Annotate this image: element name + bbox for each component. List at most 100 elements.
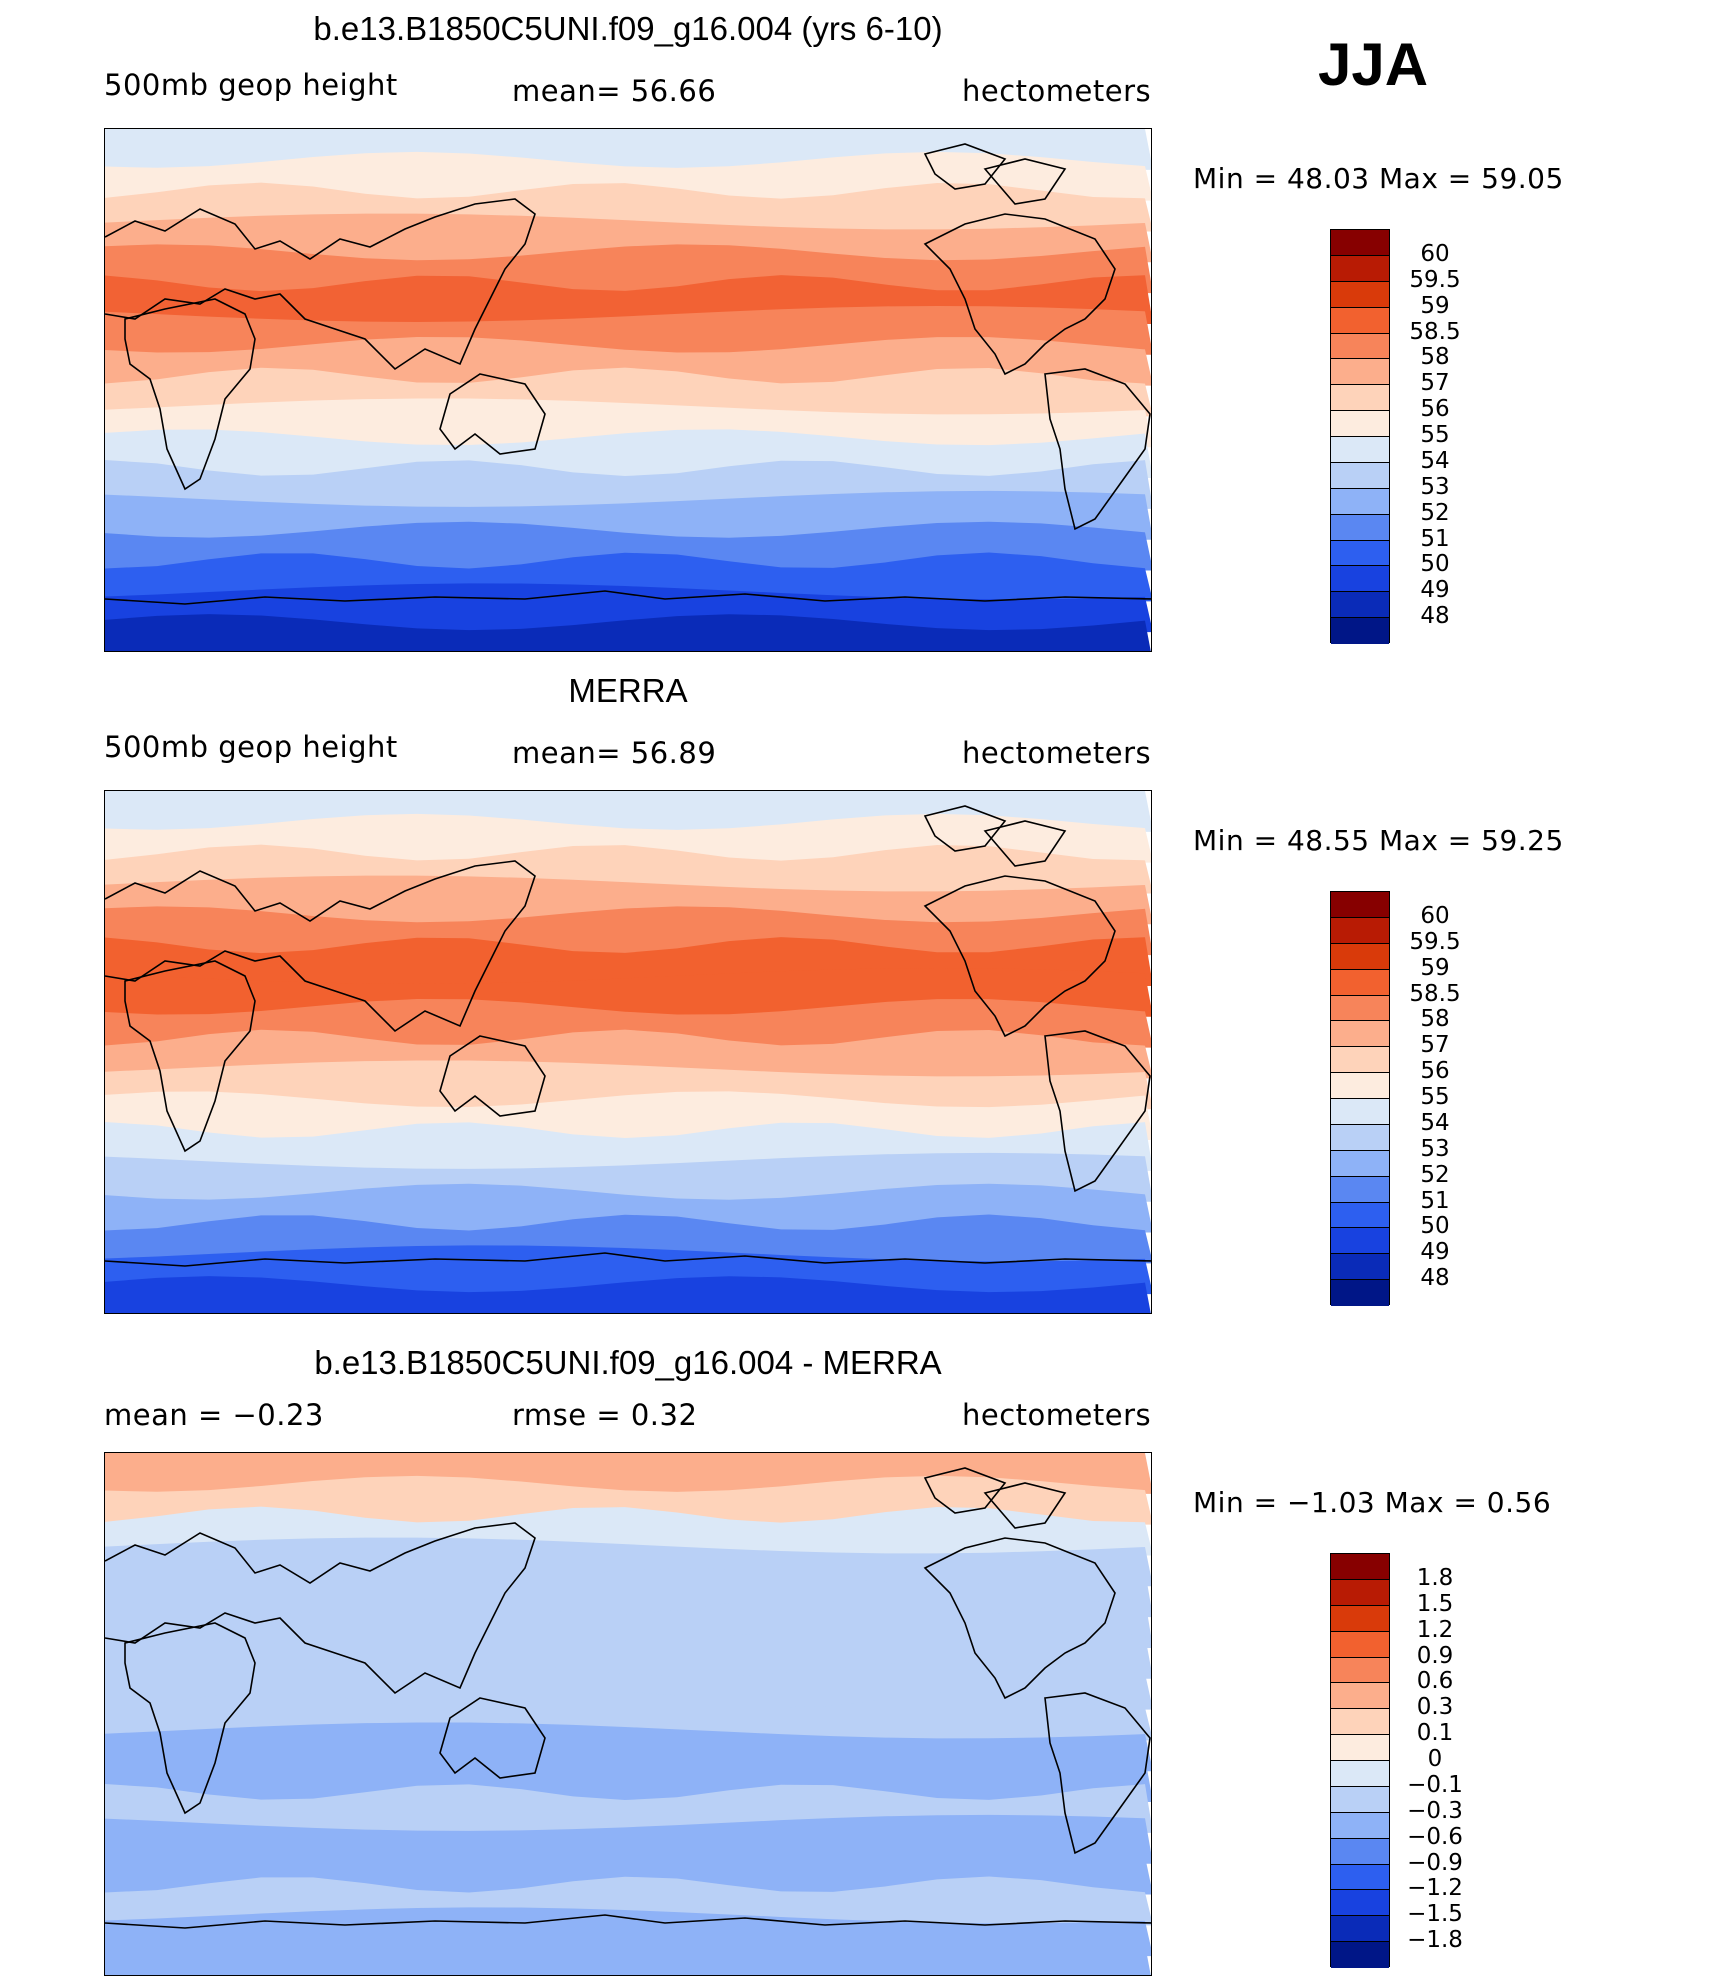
colorbar-tick-label: 56 <box>1420 1058 1450 1085</box>
colorbar-tick-label: 59.5 <box>1409 266 1461 293</box>
contour-band <box>105 337 1151 386</box>
colorbar-tick-label: 0 <box>1427 1746 1443 1772</box>
colorbar-tick-label: 55 <box>1420 1084 1450 1110</box>
colorbar-segment <box>1331 995 1389 1022</box>
colorbar-segment <box>1331 1254 1389 1281</box>
panel-2-variable-label: 500mb geop height <box>104 730 398 764</box>
colorbar-tick-label: −0.3 <box>1407 1797 1463 1824</box>
coastline <box>105 1914 1151 1929</box>
contour-band <box>105 1245 1151 1295</box>
contour-band <box>105 244 1151 294</box>
coastline <box>983 1482 1067 1529</box>
contour-band <box>105 1907 1151 1957</box>
coastline <box>923 875 1116 1038</box>
colorbar-segment <box>1331 1150 1389 1177</box>
colorbar-segment <box>1331 1657 1389 1684</box>
colorbar-tick-label: 53 <box>1420 473 1450 500</box>
coastline <box>105 1522 536 1695</box>
panel-2-map-svg <box>105 791 1151 1313</box>
contour-band <box>105 583 1151 633</box>
colorbar-segment <box>1331 1735 1389 1761</box>
panel-1-units-label: hectometers <box>962 74 1152 108</box>
colorbar-tick-label: 52 <box>1420 1161 1450 1188</box>
panel-1-colorbar <box>1330 229 1390 644</box>
colorbar-tick-label: 1.8 <box>1416 1564 1454 1591</box>
colorbar-segment <box>1331 1786 1389 1813</box>
colorbar-segment <box>1331 514 1389 541</box>
panel-1-map-svg <box>105 129 1151 651</box>
colorbar-segment <box>1331 1709 1389 1736</box>
colorbar-segment <box>1331 1761 1389 1787</box>
colorbar-tick-label: 57 <box>1420 370 1450 397</box>
colorbar-segment <box>1331 969 1389 996</box>
colorbar-tick-label: 58 <box>1420 344 1450 371</box>
coastline <box>124 1622 256 1815</box>
panel-3-map <box>104 1452 1152 1976</box>
panel-1-title: b.e13.B1850C5UNI.f09_g16.004 (yrs 6-10) <box>313 10 943 47</box>
panel-3-units-label: hectometers <box>962 1398 1152 1432</box>
colorbar-segment <box>1331 1176 1389 1203</box>
colorbar-segment <box>1331 1631 1389 1658</box>
panel-2-map <box>104 790 1152 1314</box>
colorbar-segment <box>1331 892 1389 918</box>
colorbar-tick-label: 0.9 <box>1416 1642 1454 1669</box>
colorbar-tick-label: 49 <box>1420 1239 1450 1266</box>
panel-2-title: MERRA <box>568 672 688 709</box>
coastline <box>983 820 1067 867</box>
coastline <box>1044 1030 1151 1193</box>
colorbar-segment <box>1331 411 1389 437</box>
colorbar-tick-label: 58.5 <box>1409 980 1461 1007</box>
panel-3-colorbar <box>1330 1553 1390 1968</box>
colorbar-tick-label: 57 <box>1420 1032 1450 1059</box>
colorbar-segment <box>1331 1838 1389 1865</box>
colorbar-tick-label: −0.6 <box>1407 1823 1463 1850</box>
contour-band <box>105 614 1151 651</box>
contour-band <box>105 1938 1151 1975</box>
coastline <box>983 158 1067 205</box>
colorbar-tick-label: 60 <box>1420 902 1450 929</box>
contour-band <box>105 398 1151 448</box>
contour-band <box>105 213 1151 263</box>
contour-band <box>105 1276 1151 1313</box>
colorbar-tick-label: 53 <box>1420 1135 1450 1162</box>
panel-3-coastlines <box>105 1467 1151 1929</box>
colorbar-tick-label: 59 <box>1420 292 1450 319</box>
colorbar-segment <box>1331 333 1389 360</box>
contour-band <box>105 1722 1151 1772</box>
panel-3-map-svg <box>105 1453 1151 1975</box>
contour-band <box>105 999 1151 1048</box>
colorbar-segment <box>1331 1099 1389 1125</box>
contour-band <box>105 1568 1151 1618</box>
colorbar-segment <box>1331 917 1389 944</box>
panel-3-contour-bands <box>105 1453 1151 1975</box>
contour-band <box>105 1753 1151 1803</box>
coastline <box>124 960 256 1153</box>
colorbar-tick-label: −0.1 <box>1407 1771 1463 1798</box>
panel-2-colorbar <box>1330 891 1390 1306</box>
colorbar-segment <box>1331 230 1389 256</box>
colorbar-segment <box>1331 1280 1389 1306</box>
coastline <box>105 590 1151 605</box>
panel-1-minmax: Min = 48.03 Max = 59.05 <box>1193 162 1564 195</box>
colorbar-segment <box>1331 1021 1389 1048</box>
colorbar-segment <box>1331 488 1389 515</box>
colorbar-tick-label: 0.1 <box>1416 1720 1454 1747</box>
colorbar-segment <box>1331 1812 1389 1839</box>
colorbar-segment <box>1331 566 1389 593</box>
contour-band <box>105 1091 1151 1141</box>
panel-2-minmax: Min = 48.55 Max = 59.25 <box>1193 824 1564 857</box>
contour-band <box>105 875 1151 925</box>
colorbar-tick-label: 1.2 <box>1416 1616 1454 1643</box>
colorbar-segment <box>1331 1942 1389 1968</box>
colorbar-segment <box>1331 1890 1389 1917</box>
coastline <box>124 298 256 491</box>
panel-2-mean-label: mean= 56.89 <box>512 736 717 770</box>
colorbar-tick-label: −1.2 <box>1407 1875 1463 1902</box>
panel-2-coastlines <box>105 805 1151 1267</box>
colorbar-tick-label: 54 <box>1420 447 1450 474</box>
coastline <box>923 143 1007 190</box>
coastline <box>439 1035 546 1117</box>
colorbar-segment <box>1331 1605 1389 1632</box>
colorbar-segment <box>1331 1554 1389 1580</box>
colorbar-segment <box>1331 1864 1389 1891</box>
